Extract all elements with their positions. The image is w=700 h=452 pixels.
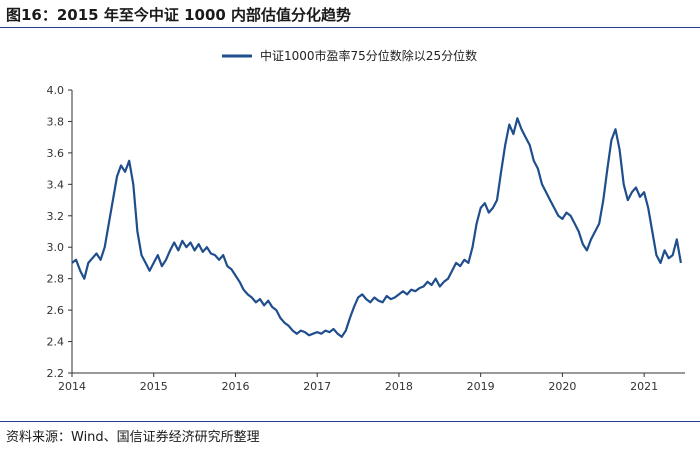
- y-tick-label: 3.8: [47, 115, 65, 128]
- line-chart: 2.2 2.4 2.6 2.8 3.0 3.2 3.4 3.6 3.8 4.0 2014 2015 20…: [47, 48, 685, 393]
- x-tick-label: 2014: [58, 380, 86, 393]
- series-line: [71, 117, 682, 338]
- y-tick-label: 3.2: [47, 210, 65, 223]
- axes: 2.2 2.4 2.6 2.8 3.0 3.2 3.4 3.6 3.8 4.0 2014 2015 20…: [47, 84, 685, 393]
- x-tick-label: 2015: [140, 380, 168, 393]
- legend-label: 中证1000市盈率75分位数除以25分位数: [260, 48, 477, 63]
- x-tick-label: 2018: [385, 380, 413, 393]
- y-tick-label: 3.6: [47, 147, 65, 160]
- y-tick-label: 2.8: [47, 273, 65, 286]
- figure-title: 图16：2015 年至今中证 1000 内部估值分化趋势: [6, 6, 352, 24]
- y-tick-label: 2.2: [47, 367, 65, 380]
- x-tick-label: 2020: [548, 380, 576, 393]
- x-tick-label: 2019: [467, 380, 495, 393]
- y-tick-label: 3.0: [47, 241, 65, 254]
- source-note: 资料来源：Wind、国信证券经济研究所整理: [6, 430, 260, 445]
- x-tick-label: 2016: [221, 380, 249, 393]
- legend: 中证1000市盈率75分位数除以25分位数: [222, 48, 477, 63]
- x-tick-label: 2017: [303, 380, 331, 393]
- y-tick-label: 4.0: [47, 84, 65, 97]
- title-rule: [0, 27, 700, 28]
- y-tick-label: 2.4: [47, 336, 65, 349]
- y-tick-label: 3.4: [47, 178, 65, 191]
- x-tick-label: 2021: [630, 380, 658, 393]
- y-tick-label: 2.6: [47, 304, 65, 317]
- source-rule: [0, 421, 700, 422]
